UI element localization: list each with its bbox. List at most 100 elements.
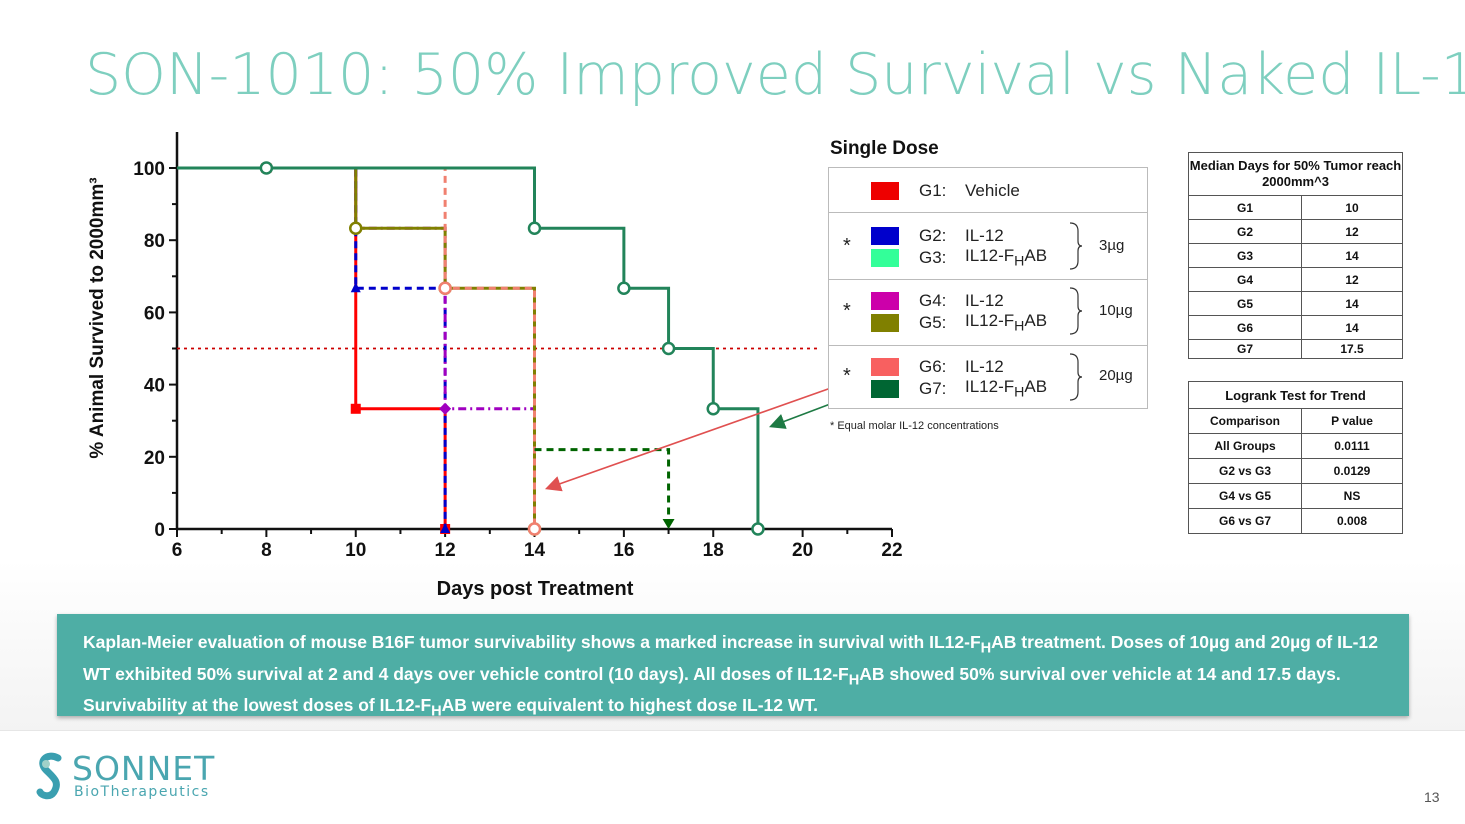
x-tick-label: 10: [345, 540, 366, 561]
marker-g3: [617, 281, 631, 295]
y-axis-label: % Animal Survived to 2000mm³: [87, 177, 108, 458]
legend-swatch: [871, 358, 899, 376]
legend-box: G1: Vehicle * G2: IL-12 G3: IL12-FHAB 3µ…: [828, 167, 1148, 409]
annotation-arrow-g6: [544, 376, 863, 492]
x-tick-label: 6: [172, 540, 183, 561]
legend-swatch: [871, 314, 899, 332]
marker-g2: [440, 523, 451, 533]
marker-g4: [439, 402, 452, 415]
legend-item-g5: G5: IL12-FHAB: [871, 311, 1048, 335]
series-line-g7: [534, 448, 671, 529]
median-days-cell: 12: [1301, 219, 1403, 244]
marker-g5: [349, 221, 363, 236]
legend-label: IL12-FHAB: [965, 246, 1048, 270]
median-days-cell: 17.5: [1301, 339, 1403, 359]
x-tick-label: 18: [703, 540, 724, 561]
marker-g2: [350, 282, 361, 293]
median-row: G6 14: [1188, 315, 1403, 340]
marker-g3: [706, 402, 720, 416]
median-group-cell: G2: [1188, 219, 1302, 244]
legend-group-vehicle: G1: Vehicle: [829, 168, 1147, 212]
x-axis-label: Days post Treatment: [437, 578, 634, 600]
legend-group-10ug: * G4: IL-12 G5: IL12-FHAB 10µg: [829, 279, 1147, 346]
median-table-header: Median Days for 50% Tumor reach 2000mm^3: [1188, 152, 1403, 196]
median-days-cell: 14: [1301, 243, 1403, 268]
pvalue-cell: NS: [1301, 483, 1403, 509]
logrank-row: All Groups 0.0111: [1188, 433, 1403, 459]
median-days-cell: 14: [1301, 291, 1403, 316]
legend-item-g4: G4: IL-12: [871, 290, 1004, 312]
legend-code: G1:: [919, 181, 947, 200]
legend-swatch: [871, 292, 899, 310]
legend-star: *: [843, 365, 851, 387]
legend-footnote: * Equal molar IL-12 concentrations: [830, 420, 999, 432]
y-tick-label: 0: [154, 520, 165, 541]
comparison-cell: G2 vs G3: [1188, 458, 1302, 484]
median-days-cell: 12: [1301, 267, 1403, 292]
marker-g3: [751, 522, 765, 536]
pvalue-cell: 0.008: [1301, 508, 1403, 534]
caption-box: Kaplan-Meier evaluation of mouse B16F tu…: [57, 614, 1409, 720]
median-days-cell: 14: [1301, 315, 1403, 340]
legend-label: IL-12: [965, 357, 1004, 376]
legend-label: IL12-FHAB: [965, 311, 1048, 335]
legend-item-g1: G1: Vehicle: [871, 180, 1020, 202]
legend-code: G2:: [919, 226, 947, 245]
median-group-cell: G4: [1188, 267, 1302, 292]
logrank-col-pvalue: P value: [1301, 408, 1403, 434]
legend-group-3ug: * G2: IL-12 G3: IL12-FHAB 3µg: [829, 212, 1147, 280]
legend-label: IL12-FHAB: [965, 377, 1048, 401]
x-tick-label: 8: [261, 540, 272, 561]
sonnet-logo-icon: [36, 752, 62, 800]
x-tick-label: 22: [881, 540, 902, 561]
legend-brace: [1069, 287, 1083, 335]
median-row: G7 17.5: [1188, 339, 1403, 359]
logrank-row: G6 vs G7 0.008: [1188, 508, 1403, 534]
logrank-table: Logrank Test for Trend Comparison P valu…: [1188, 381, 1403, 534]
comparison-cell: G6 vs G7: [1188, 508, 1302, 534]
pvalue-cell: 0.0129: [1301, 458, 1403, 484]
legend-star: *: [843, 235, 851, 257]
comparison-cell: G4 vs G5: [1188, 483, 1302, 509]
median-row: G5 14: [1188, 291, 1403, 316]
dose-label: 3µg: [1099, 237, 1125, 254]
comparison-cell: All Groups: [1188, 433, 1302, 459]
legend-group-20ug: * G6: IL-12 G7: IL12-FHAB 20µg: [829, 345, 1147, 410]
x-tick-label: 16: [613, 540, 634, 561]
series-line-g3: [177, 166, 760, 529]
legend-item-g7: G7: IL12-FHAB: [871, 377, 1048, 401]
median-group-cell: G6: [1188, 315, 1302, 340]
y-tick-label: 40: [144, 376, 165, 397]
legend-code: G5:: [919, 313, 947, 332]
marker-g3: [527, 221, 542, 236]
legend-title: Single Dose: [830, 138, 939, 159]
marker-g3: [661, 341, 676, 356]
slide-title: SON-1010: 50% Improved Survival vs Naked…: [85, 42, 1465, 108]
legend-label: IL-12: [965, 291, 1004, 310]
median-row: G3 14: [1188, 243, 1403, 268]
legend-brace: [1069, 353, 1083, 401]
legend-swatch: [871, 249, 899, 267]
logrank-table-header: Logrank Test for Trend: [1188, 381, 1403, 409]
y-tick-label: 100: [133, 159, 165, 180]
logrank-col-comparison: Comparison: [1188, 408, 1302, 434]
median-days-cell: 10: [1301, 195, 1403, 220]
legend-code: G6:: [919, 357, 947, 376]
x-tick-label: 14: [524, 540, 546, 561]
page-number: 13: [1424, 789, 1440, 805]
logo-subtitle: BioTherapeutics: [74, 784, 210, 800]
logrank-row: G2 vs G3 0.0129: [1188, 458, 1403, 484]
median-days-table: Median Days for 50% Tumor reach 2000mm^3…: [1188, 152, 1403, 359]
marker-g6: [527, 522, 542, 536]
median-row: G2 12: [1188, 219, 1403, 244]
marker-g6: [438, 281, 452, 295]
legend-code: G3:: [919, 248, 947, 267]
legend-swatch: [871, 380, 899, 398]
y-tick-label: 60: [144, 303, 165, 324]
legend-code: G7:: [919, 379, 947, 398]
marker-g3: [259, 161, 274, 175]
marker-g1: [350, 403, 361, 414]
y-tick-label: 80: [144, 231, 165, 252]
median-row: G4 12: [1188, 267, 1403, 292]
median-group-cell: G5: [1188, 291, 1302, 316]
